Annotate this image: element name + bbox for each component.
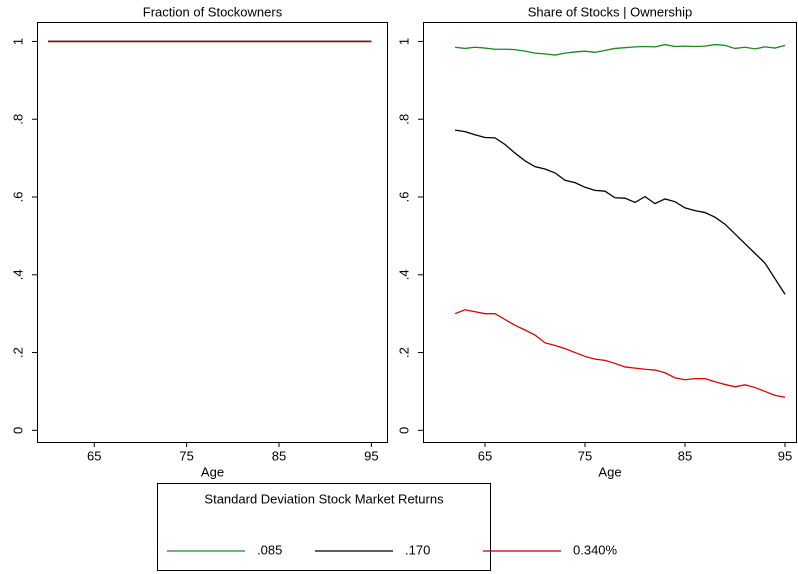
series-line <box>454 129 786 295</box>
chart-title: Share of Stocks | Ownership <box>528 4 693 19</box>
y-tick-label: .2 <box>396 347 411 358</box>
x-axis-label: Age <box>201 464 224 479</box>
legend-box <box>157 483 491 571</box>
x-tick-label: 75 <box>578 448 592 463</box>
y-tick-label: .4 <box>396 269 411 280</box>
x-tick-label: 65 <box>87 448 101 463</box>
plot-frame <box>37 22 388 443</box>
y-tick-label: .6 <box>10 192 25 203</box>
series-line <box>454 43 786 56</box>
legend-label: 0.340% <box>573 542 618 557</box>
y-tick-label: 0 <box>396 427 411 434</box>
y-tick-label: 1 <box>396 38 411 45</box>
x-tick-label: 85 <box>678 448 692 463</box>
legend-label: .170 <box>405 542 430 557</box>
x-tick-label: 85 <box>272 448 286 463</box>
y-tick-label: .2 <box>10 347 25 358</box>
legend-label: .085 <box>257 542 282 557</box>
series-line <box>454 309 786 398</box>
x-tick-label: 75 <box>179 448 193 463</box>
chart-title: Fraction of Stockowners <box>143 4 283 19</box>
x-axis-label: Age <box>598 464 621 479</box>
y-tick-label: .8 <box>10 114 25 125</box>
plot-frame <box>423 22 797 443</box>
y-tick-label: 1 <box>10 38 25 45</box>
x-tick-label: 95 <box>778 448 792 463</box>
x-tick-label: 95 <box>364 448 378 463</box>
y-tick-label: .6 <box>396 192 411 203</box>
x-tick-label: 65 <box>478 448 492 463</box>
y-tick-label: .8 <box>396 114 411 125</box>
y-tick-label: .4 <box>10 269 25 280</box>
y-tick-label: 0 <box>10 427 25 434</box>
legend-title: Standard Deviation Stock Market Returns <box>204 491 444 506</box>
